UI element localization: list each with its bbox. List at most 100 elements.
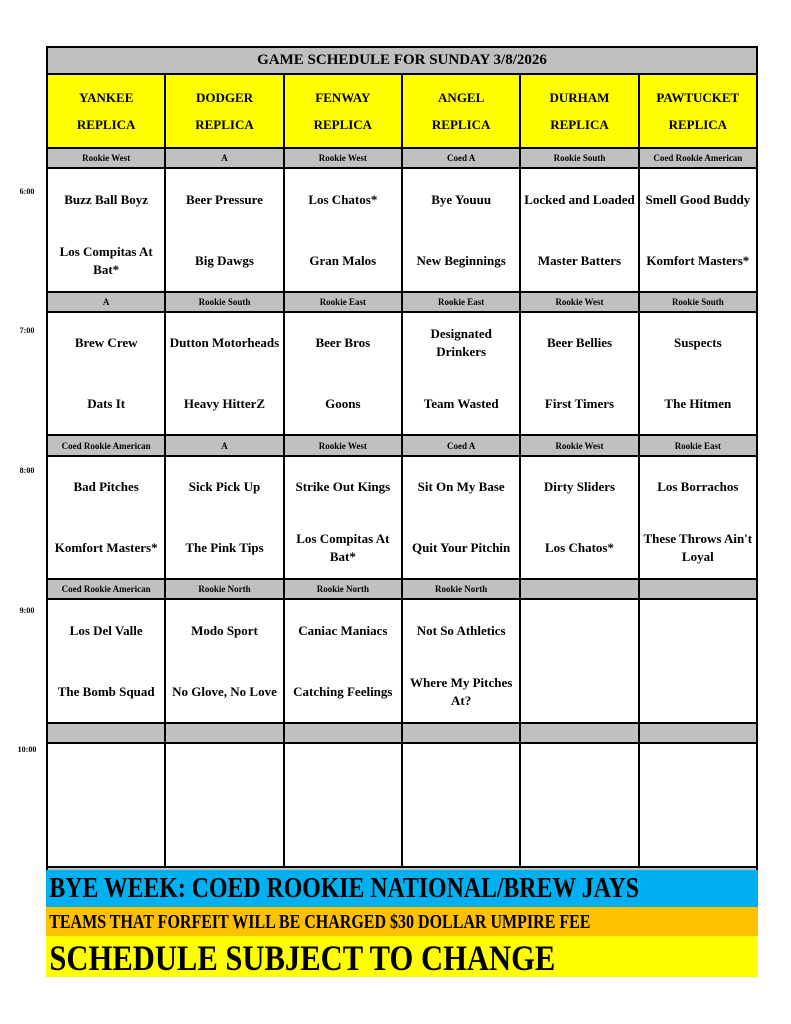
- game-cell: Designated Drinkers Team Wasted: [403, 313, 520, 434]
- division-label: Rookie South: [521, 149, 638, 167]
- field-header: DURHAM REPLICA: [521, 75, 638, 147]
- home-team: Master Batters: [537, 252, 622, 268]
- game-cell: Brew Crew Dats It: [48, 313, 165, 434]
- away-team: Sit On My Base: [417, 479, 505, 495]
- away-team: Brew Crew: [74, 335, 138, 351]
- field-header-line: DODGER: [195, 90, 254, 105]
- time-label: 6:00: [19, 187, 35, 196]
- game-cell: Beer Bellies First Timers: [521, 313, 638, 434]
- game-cell: Sit On My Base Quit Your Pitchin: [403, 457, 520, 578]
- home-team: These Throws Ain't Loyal: [643, 530, 753, 564]
- field-header-line: REPLICA: [550, 117, 609, 132]
- game-cell: Beer Pressure Big Dawgs: [166, 169, 283, 291]
- division-label: Rookie South: [166, 293, 283, 311]
- division-label: [284, 724, 401, 742]
- division-label: Rookie South: [639, 293, 756, 311]
- division-label: Rookie North: [166, 580, 283, 598]
- home-team: Los Chatos*: [544, 539, 614, 555]
- away-team: Smell Good Buddy: [645, 191, 751, 207]
- away-team: Los Borrachos: [657, 479, 739, 495]
- field-header-line: PAWTUCKET: [656, 90, 740, 105]
- away-team: Suspects: [673, 335, 722, 351]
- division-label: Rookie West: [48, 149, 165, 167]
- field-header-line: REPLICA: [668, 117, 728, 132]
- game-cell: Bad Pitches Komfort Masters*: [48, 457, 165, 578]
- game-cell: [521, 744, 638, 866]
- division-label: Coed A: [403, 149, 520, 167]
- division-label: [521, 580, 638, 598]
- division-label: [521, 724, 638, 742]
- time-label: 10:00: [17, 745, 37, 754]
- game-cell: Caniac Maniacs Catching Feelings: [284, 600, 401, 722]
- home-team: The Hitmen: [664, 395, 732, 411]
- game-cell: Buzz Ball Boyz Los Compitas At Bat*: [48, 169, 165, 291]
- division-label: Coed Rookie American: [48, 580, 165, 598]
- away-team: Not So Athletics: [416, 622, 506, 638]
- division-label: [48, 724, 165, 742]
- field-header-line: YANKEE: [78, 90, 134, 105]
- division-label: [166, 724, 283, 742]
- home-team: First Timers: [544, 395, 615, 411]
- schedule-table: GAME SCHEDULE FOR SUNDAY 3/8/2026 YANKEE…: [46, 46, 758, 894]
- bye-week-text: BYE WEEK: COED ROOKIE NATIONAL/BREW JAYS: [49, 873, 640, 904]
- away-team: Bad Pitches: [73, 479, 139, 495]
- division-label: Coed Rookie American: [48, 436, 165, 455]
- game-cell: Locked and Loaded Master Batters: [521, 169, 638, 291]
- game-cell: [521, 600, 638, 722]
- away-team: Los Chatos*: [308, 191, 378, 207]
- game-cell: Not So Athletics Where My Pitches At?: [403, 600, 520, 722]
- game-cell: [284, 744, 401, 866]
- home-team: Los Compitas At Bat*: [296, 530, 390, 564]
- home-team: The Pink Tips: [185, 539, 264, 555]
- home-team: Komfort Masters*: [54, 539, 158, 555]
- field-header-line: REPLICA: [195, 117, 254, 132]
- field-header: DODGER REPLICA: [166, 75, 283, 147]
- time-label: 8:00: [19, 466, 35, 475]
- home-team: Heavy HitterZ: [183, 395, 266, 411]
- home-team: The Bomb Squad: [57, 683, 155, 699]
- away-team: Locked and Loaded: [524, 191, 635, 207]
- away-team: Dutton Motorheads: [169, 335, 280, 351]
- home-team: New Beginnings: [416, 252, 506, 268]
- bye-week-banner: BYE WEEK: COED ROOKIE NATIONAL/BREW JAYS: [46, 870, 758, 907]
- division-label: Rookie West: [521, 293, 638, 311]
- field-header: ANGEL REPLICA: [403, 75, 520, 147]
- division-label: [403, 724, 520, 742]
- game-cell: Beer Bros Goons: [284, 313, 401, 434]
- away-team: Bye Youuu: [431, 191, 492, 207]
- home-team: Where My Pitches At?: [410, 674, 513, 708]
- field-header: FENWAY REPLICA: [284, 75, 401, 147]
- division-label: [639, 724, 756, 742]
- away-team: Beer Bellies: [546, 335, 613, 351]
- away-team: Beer Pressure: [186, 191, 263, 207]
- time-label: 9:00: [19, 606, 35, 615]
- game-cell: [166, 744, 283, 866]
- home-team: Quit Your Pitchin: [412, 539, 511, 555]
- game-cell: [639, 600, 756, 722]
- game-cell: Smell Good Buddy Komfort Masters*: [639, 169, 756, 291]
- field-header-line: ANGEL: [438, 90, 485, 105]
- division-label: Rookie East: [284, 293, 401, 311]
- division-label: Rookie West: [284, 436, 401, 455]
- division-label: Coed A: [403, 436, 520, 455]
- schedule-change-banner: SCHEDULE SUBJECT TO CHANGE: [46, 936, 758, 977]
- division-label: Rookie East: [403, 293, 520, 311]
- schedule-change-text: SCHEDULE SUBJECT TO CHANGE: [49, 938, 556, 977]
- game-cell: Dirty Sliders Los Chatos*: [521, 457, 638, 578]
- away-team: Dirty Sliders: [543, 479, 616, 495]
- field-header-line: REPLICA: [76, 117, 136, 132]
- home-team: Komfort Masters*: [646, 252, 750, 268]
- away-team: Designated Drinkers: [430, 326, 492, 360]
- division-label: A: [48, 293, 165, 311]
- forfeit-banner: TEAMS THAT FORFEIT WILL BE CHARGED $30 D…: [46, 907, 758, 936]
- game-cell: Los Chatos* Gran Malos: [284, 169, 401, 291]
- game-cell: Bye Youuu New Beginnings: [403, 169, 520, 291]
- home-team: No Glove, No Love: [172, 683, 277, 699]
- away-team: Caniac Maniacs: [298, 622, 388, 638]
- away-team: Los Del Valle: [69, 622, 143, 638]
- home-team: Los Compitas At Bat*: [59, 243, 153, 277]
- game-cell: [639, 744, 756, 866]
- division-label: Rookie North: [284, 580, 401, 598]
- field-header: YANKEE REPLICA: [48, 75, 165, 147]
- home-team: Team Wasted: [423, 395, 499, 411]
